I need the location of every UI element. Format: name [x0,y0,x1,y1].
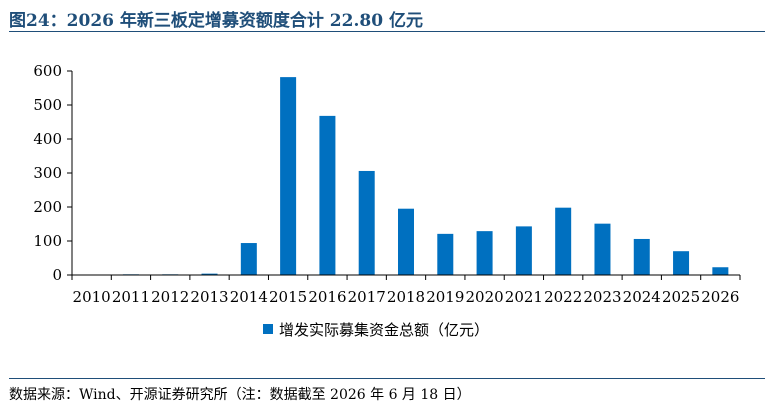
x-tick-label: 2026 [701,288,739,306]
x-tick-label: 2012 [151,288,189,306]
x-tick-label: 2022 [544,288,582,306]
source-divider [9,378,765,379]
y-tick-label: 600 [33,62,62,80]
x-tick-label: 2020 [465,288,503,306]
x-tick-label: 2015 [269,288,307,306]
x-tick-label: 2013 [190,288,228,306]
x-tick-label: 2016 [308,288,346,306]
bar [476,231,493,275]
y-tick-label: 100 [33,232,62,250]
y-tick-label: 0 [52,266,62,284]
x-tick-label: 2014 [230,288,268,306]
x-tick-label: 2018 [387,288,425,306]
bar [437,233,454,275]
legend-label: 增发实际募集资金总额（亿元） [279,321,489,339]
bar [240,243,257,275]
x-tick-label: 2021 [505,288,543,306]
source-note: 数据来源：Wind、开源证券研究所（注：数据截至 2026 年 6 月 18 日… [9,387,471,403]
bar [280,77,297,275]
y-tick-label: 200 [33,198,62,216]
bar [398,208,414,275]
x-tick-label: 2017 [348,288,386,306]
legend-swatch [263,324,273,334]
bar [712,267,729,275]
y-tick-label: 400 [33,130,62,148]
x-tick-label: 2019 [426,288,464,306]
figure-title: 图24：2026 年新三板定增募资额度合计 22.80 亿元 [9,11,423,31]
x-tick-label: 2011 [112,288,150,306]
x-tick-label: 2010 [73,288,111,306]
bar [673,251,690,275]
y-tick-label: 500 [33,96,62,114]
bar [515,226,532,275]
bar [555,207,572,275]
x-tick-label: 2024 [623,288,661,306]
x-tick-label: 2023 [583,288,621,306]
x-tick-label: 2025 [662,288,700,306]
title-divider [9,31,765,32]
bar [633,238,650,275]
bar [319,115,336,275]
bar [201,273,218,275]
bar [358,170,375,275]
bar [594,223,611,275]
y-tick-label: 300 [33,164,62,182]
